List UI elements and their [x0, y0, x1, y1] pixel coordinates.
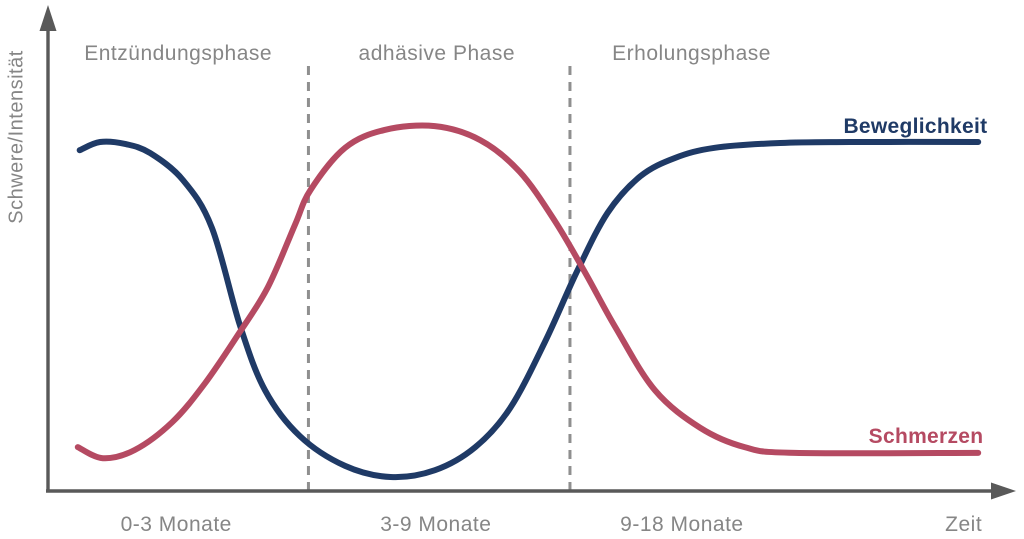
beweglichkeit-curve — [76, 138, 982, 481]
y-axis-arrow-icon — [39, 5, 57, 31]
phase-label-entzuendungsphase: Entzündungsphase — [84, 42, 273, 65]
x-axis-label-zeit: Zeit — [945, 513, 983, 536]
x-tick-0-3-monate: 0-3 Monate — [120, 513, 232, 536]
beweglichkeit-series-label: Beweglichkeit — [843, 115, 988, 139]
y-axis — [39, 5, 57, 491]
phase-label-adhaesive-phase: adhäsive Phase — [358, 42, 516, 65]
phase-label-erholungsphase: Erholungsphase — [612, 42, 771, 65]
x-axis — [46, 482, 1016, 500]
schmerzen-curve — [74, 122, 982, 462]
schmerzen-series-label: Schmerzen — [868, 424, 984, 448]
x-axis-arrow-icon — [991, 482, 1016, 500]
y-axis-label: Schwere/Intensität — [5, 50, 28, 224]
x-tick-9-18-monate: 9-18 Monate — [620, 513, 744, 536]
x-tick-3-9-monate: 3-9 Monate — [380, 513, 492, 536]
